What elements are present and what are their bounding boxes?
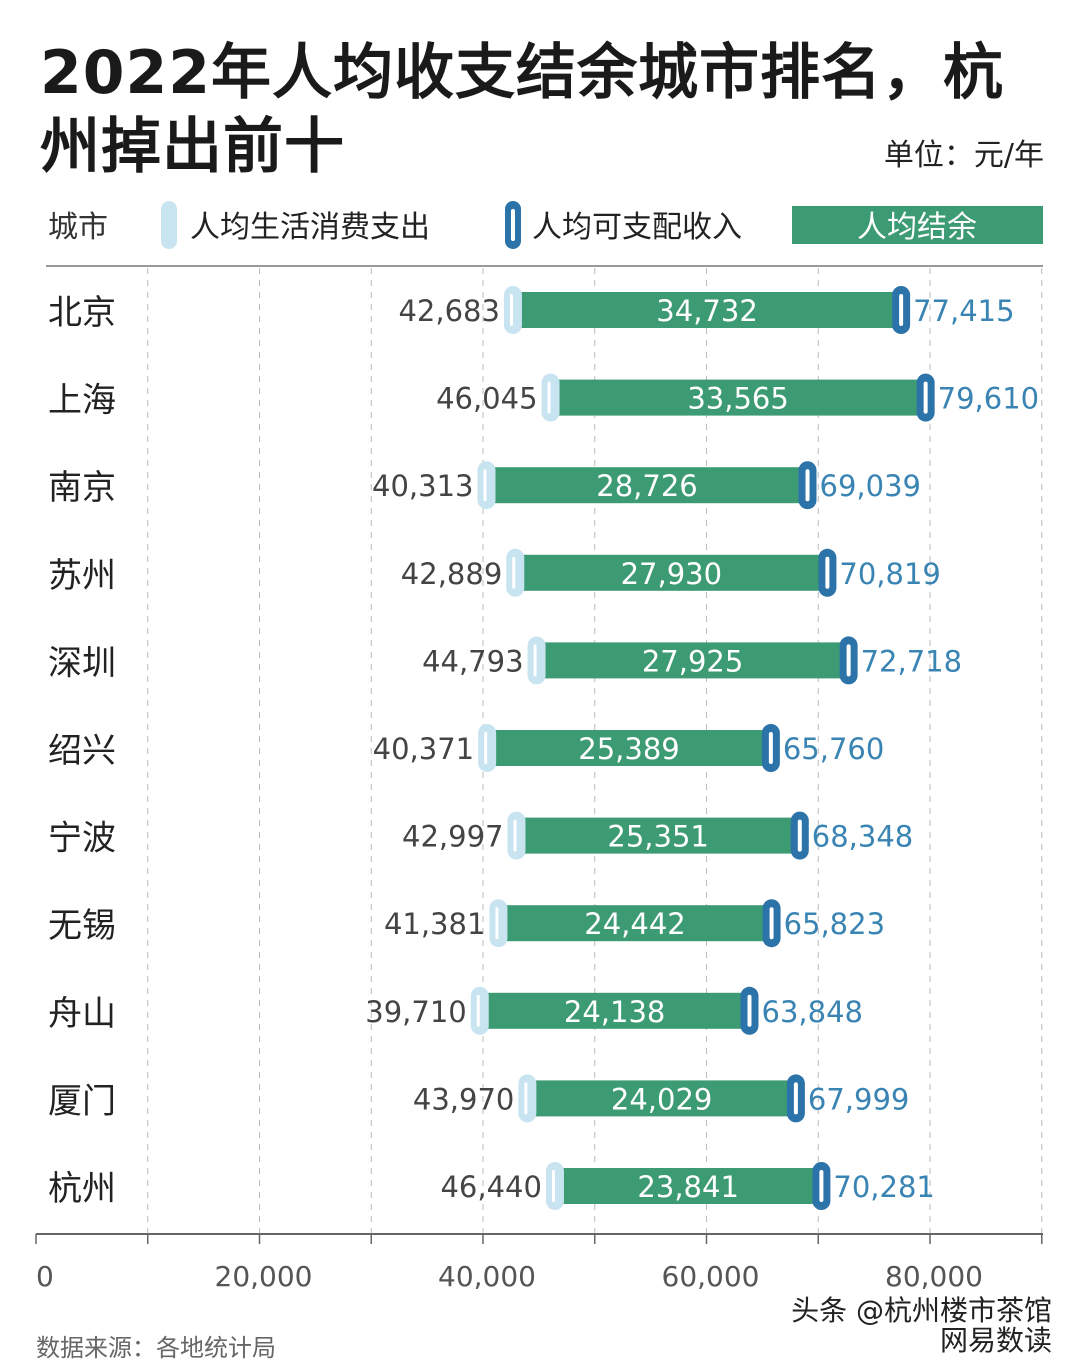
- surplus-bar: [498, 905, 772, 942]
- income-marker-inner: [793, 1082, 798, 1115]
- expenditure-value: 42,683: [398, 294, 499, 328]
- legend-surplus-label: 人均结余: [857, 210, 977, 245]
- surplus-value: 34,732: [656, 294, 757, 328]
- expenditure-marker-inner: [509, 294, 513, 326]
- surplus-bar: [550, 379, 926, 416]
- city-label: 上海: [48, 381, 116, 421]
- city-label: 无锡: [48, 906, 116, 946]
- city-label: 南京: [48, 468, 116, 508]
- chart-title: 2022年人均收支结余城市排名，杭州掉出前十: [40, 38, 1004, 182]
- x-tick-label: 20,000: [215, 1260, 313, 1293]
- expenditure-marker-inner: [495, 907, 499, 940]
- income-value: 65,823: [784, 907, 885, 941]
- income-marker-inner: [825, 556, 830, 589]
- expenditure-marker-inner: [476, 994, 480, 1027]
- expenditure-marker-inner: [533, 644, 537, 677]
- x-tick-label: 60,000: [662, 1260, 760, 1293]
- expenditure-value: 41,381: [384, 907, 485, 941]
- watermark: 头条 @杭州楼市茶馆 网易数读: [791, 1296, 1052, 1356]
- expenditure-value: 42,889: [401, 557, 502, 591]
- income-marker-inner: [797, 819, 802, 852]
- x-tick-label: 40,000: [438, 1260, 536, 1293]
- income-value: 79,610: [938, 382, 1039, 416]
- legend-expenditure-marker: [161, 201, 177, 249]
- legend-income-label: 人均可支配收入: [532, 210, 742, 245]
- surplus-value: 25,351: [607, 820, 708, 854]
- surplus-bar: [479, 992, 750, 1029]
- surplus-value: 24,138: [564, 995, 665, 1029]
- expenditure-value: 40,371: [373, 732, 474, 766]
- expenditure-marker-inner: [512, 556, 516, 589]
- expenditure-value: 44,793: [422, 644, 523, 678]
- x-tick-label: 0: [36, 1260, 54, 1293]
- legend-category-header: 城市: [48, 210, 108, 245]
- city-label: 深圳: [48, 643, 116, 683]
- surplus-value: 33,565: [687, 382, 788, 416]
- city-label: 杭州: [48, 1169, 116, 1209]
- surplus-bar: [487, 730, 771, 766]
- logo-text: 网易数读: [939, 1324, 1052, 1357]
- surplus-bar: [536, 642, 849, 679]
- income-value: 68,348: [812, 820, 913, 854]
- income-marker-inner: [819, 1170, 824, 1202]
- expenditure-marker-inner: [484, 732, 488, 764]
- source-note: 数据来源：各地统计局: [36, 1334, 276, 1362]
- surplus-bar: [554, 1168, 822, 1204]
- surplus-bar: [527, 1080, 796, 1117]
- income-marker-inner: [846, 644, 851, 677]
- income-marker-inner: [923, 381, 928, 414]
- surplus-value: 24,442: [584, 907, 685, 941]
- city-label: 北京: [48, 293, 116, 333]
- surplus-value: 27,930: [621, 557, 722, 591]
- city-label: 苏州: [48, 556, 116, 596]
- income-value: 70,819: [839, 557, 940, 591]
- city-label: 舟山: [48, 994, 116, 1034]
- surplus-value: 23,841: [637, 1170, 738, 1204]
- watermark-text: 头条 @杭州楼市茶馆: [791, 1294, 1052, 1327]
- income-marker-inner: [769, 907, 774, 940]
- legend-income-marker-inner: [511, 209, 515, 241]
- expenditure-value: 46,045: [436, 382, 537, 416]
- surplus-bar: [486, 467, 808, 504]
- income-marker-inner: [747, 994, 752, 1027]
- income-value: 67,999: [808, 1082, 909, 1116]
- income-value: 65,760: [783, 732, 884, 766]
- income-value: 69,039: [820, 469, 921, 503]
- expenditure-marker-inner: [483, 469, 487, 502]
- surplus-bar: [516, 817, 800, 854]
- surplus-value: 28,726: [596, 469, 697, 503]
- surplus-value: 25,389: [578, 732, 679, 766]
- surplus-value: 24,029: [611, 1082, 712, 1116]
- city-label: 绍兴: [48, 731, 116, 771]
- income-marker-inner: [805, 469, 810, 502]
- expenditure-marker-inner: [547, 381, 551, 414]
- expenditure-value: 42,997: [402, 820, 503, 854]
- expenditure-marker-inner: [551, 1170, 555, 1202]
- income-value: 72,718: [861, 644, 962, 678]
- income-marker-inner: [768, 732, 773, 764]
- income-value: 63,848: [762, 995, 863, 1029]
- city-label: 宁波: [48, 819, 116, 859]
- surplus-bar: [515, 554, 828, 591]
- expenditure-marker-inner: [513, 819, 517, 852]
- expenditure-value: 40,313: [372, 469, 473, 503]
- surplus-value: 27,925: [642, 644, 743, 678]
- surplus-bar: [512, 292, 902, 328]
- expenditure-value: 43,970: [413, 1082, 514, 1116]
- x-tick-label: 80,000: [885, 1260, 983, 1293]
- city-label: 厦门: [48, 1081, 116, 1121]
- expenditure-value: 46,440: [440, 1170, 541, 1204]
- expenditure-marker-inner: [524, 1082, 528, 1115]
- income-value: 70,281: [833, 1170, 934, 1204]
- unit-label: 单位：元/年: [883, 138, 1044, 173]
- income-marker-inner: [899, 294, 904, 326]
- income-value: 77,415: [913, 294, 1014, 328]
- legend-surplus-box: [792, 206, 1043, 244]
- expenditure-value: 39,710: [365, 995, 466, 1029]
- legend-expenditure-label: 人均生活消费支出: [190, 210, 430, 245]
